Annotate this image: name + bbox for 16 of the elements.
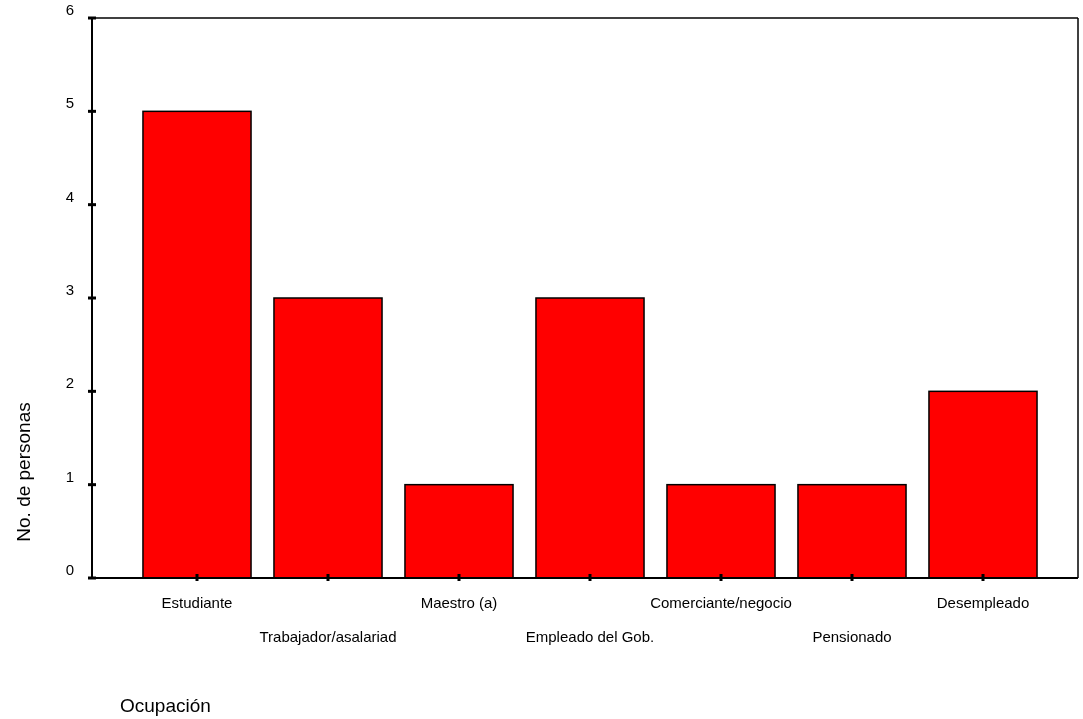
x-tick-label: Desempleado [936,594,1030,611]
x-tick-label: Trabajador/asalariad [259,628,397,645]
y-tick-label: 4 [65,187,75,205]
y-tick-label: 3 [65,281,75,298]
x-axis-title: Ocupación [120,695,211,716]
x-tick-label: Estudiante [161,594,233,611]
x-tick-label: Pensionado [812,628,892,645]
y-axis-title: No. de personas [13,402,34,542]
x-tick-label: Comerciante/negocio [650,594,792,611]
y-tick-label: 1 [65,467,75,485]
y-tick-label: 5 [65,94,75,112]
y-tick-label: 6 [65,1,75,18]
x-tick-label: Maestro (a) [420,594,498,611]
y-tick-label: 2 [65,374,75,392]
x-tick-label: Empleado del Gob. [525,628,655,645]
y-tick-label: 0 [65,561,75,578]
